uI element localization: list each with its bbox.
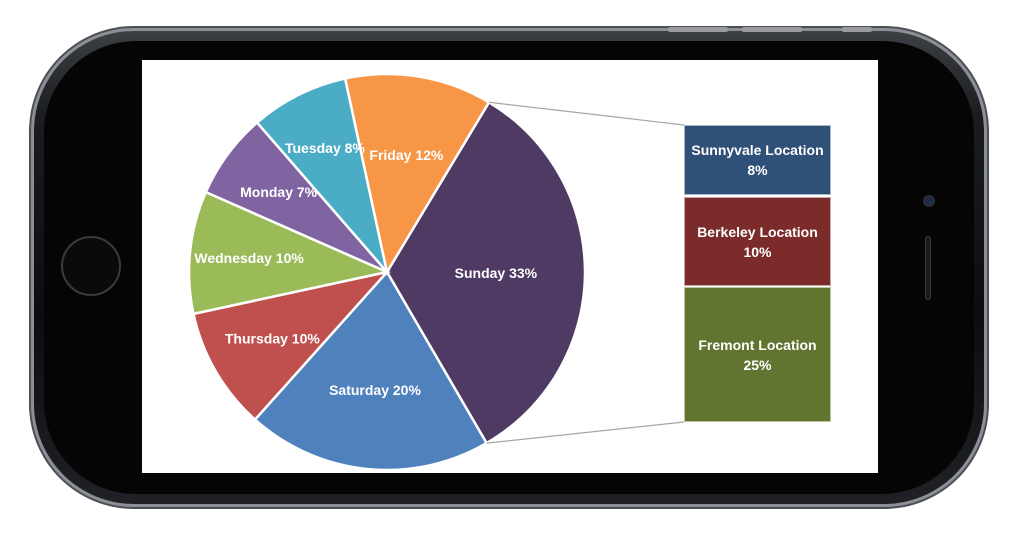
pie-slice-wednesday xyxy=(187,190,392,316)
slice-label-wednesday: Wednesday 10% xyxy=(194,250,304,266)
breakdown-box-fremont: Fremont Location 25% xyxy=(684,287,831,422)
slice-label-thursday: Thursday 10% xyxy=(225,331,320,347)
side-button xyxy=(742,27,802,32)
breakdown-box-berkeley: Berkeley Location 10% xyxy=(684,197,831,286)
side-button xyxy=(842,27,872,32)
front-camera xyxy=(923,195,935,207)
slice-label-saturday: Saturday 20% xyxy=(329,382,421,398)
breakdown-box-sunnyvale: Sunnyvale Location 8% xyxy=(684,125,831,195)
pie-slice-friday xyxy=(343,72,491,276)
earpiece-speaker xyxy=(925,236,931,300)
breakdown-value: 10% xyxy=(743,243,772,260)
pie-slice-saturday xyxy=(253,269,489,472)
slice-label-monday: Monday 7% xyxy=(240,184,318,200)
breakdown-label: Berkeley Location xyxy=(697,223,818,240)
slice-label-friday: Friday 12% xyxy=(369,147,443,163)
breakdown-label: Fremont Location xyxy=(698,336,817,353)
connector-line-top xyxy=(488,101,685,126)
screen: Sunday 33% Saturday 20% Thursday 10% Wednes… xyxy=(142,60,878,473)
breakdown-value: 8% xyxy=(747,162,768,178)
slice-label-tuesday: Tuesday 8% xyxy=(285,140,365,156)
pie-slice-sunday xyxy=(385,100,587,445)
pie-slice-thursday xyxy=(191,269,391,422)
side-button xyxy=(668,27,728,32)
home-button[interactable] xyxy=(61,236,121,296)
slice-label-sunday: Sunday 33% xyxy=(455,265,538,281)
connector-line-bottom xyxy=(486,421,685,444)
breakdown-value: 25% xyxy=(743,356,772,373)
breakdown-label: Sunnyvale Location xyxy=(691,142,824,158)
pie-of-pie-chart: Sunday 33% Saturday 20% Thursday 10% Wednes… xyxy=(187,72,685,472)
